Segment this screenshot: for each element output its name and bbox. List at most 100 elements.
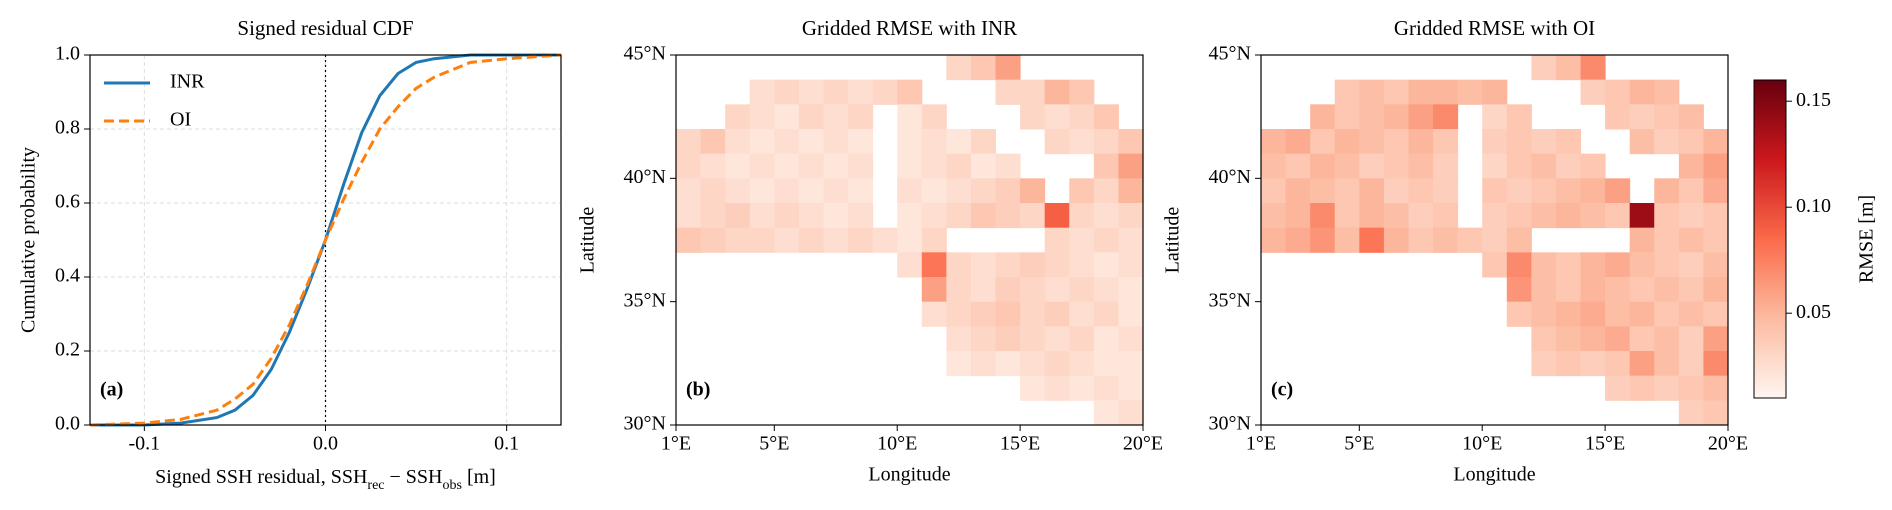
rmse-cell bbox=[1334, 178, 1360, 204]
rmse-cell bbox=[1580, 203, 1606, 229]
y-tick-label: 35°N bbox=[624, 289, 666, 311]
rmse-cell bbox=[1629, 301, 1655, 327]
rmse-cell bbox=[1285, 129, 1311, 155]
rmse-cell bbox=[676, 227, 702, 253]
rmse-cell bbox=[1506, 178, 1532, 204]
rmse-cell bbox=[1285, 203, 1311, 229]
rmse-cell bbox=[1093, 252, 1119, 278]
rmse-cell bbox=[921, 301, 947, 327]
rmse-cell bbox=[1703, 178, 1729, 204]
rmse-cell bbox=[946, 178, 972, 204]
rmse-cell bbox=[1555, 301, 1582, 327]
rmse-cell bbox=[921, 153, 947, 179]
x-axis-label: Signed SSH residual, SSHrec − SSHobs [m] bbox=[155, 466, 496, 493]
rmse-cell bbox=[995, 178, 1021, 204]
rmse-cell bbox=[1359, 79, 1385, 105]
rmse-cell bbox=[823, 178, 849, 204]
rmse-cell bbox=[1605, 178, 1631, 204]
y-tick-label: 30°N bbox=[624, 413, 666, 435]
rmse-cell bbox=[1433, 129, 1459, 155]
legend-label: INR bbox=[170, 71, 205, 93]
rmse-cell bbox=[946, 252, 972, 278]
rmse-cell bbox=[1093, 178, 1119, 204]
rmse-cell bbox=[1118, 129, 1144, 155]
rmse-cell bbox=[1069, 351, 1095, 377]
x-axis-label-part: obs bbox=[442, 478, 461, 493]
rmse-cell bbox=[1118, 301, 1144, 327]
rmse-cell bbox=[1093, 326, 1119, 352]
rmse-cell bbox=[1678, 203, 1704, 229]
rmse-cell bbox=[1580, 55, 1606, 81]
y-tick-label: 0.2 bbox=[55, 339, 80, 361]
rmse-cell bbox=[700, 153, 726, 179]
rmse-cell bbox=[1359, 227, 1385, 253]
rmse-cell bbox=[1531, 351, 1557, 377]
rmse-cell bbox=[1118, 351, 1144, 377]
rmse-cell bbox=[1044, 203, 1070, 229]
rmse-cell bbox=[1334, 79, 1360, 105]
rmse-cell bbox=[1310, 104, 1336, 130]
rmse-cell bbox=[1605, 375, 1631, 401]
rmse-cell bbox=[1629, 375, 1655, 401]
rmse-cell bbox=[1531, 301, 1557, 327]
rmse-cell bbox=[1383, 178, 1409, 204]
cdf-line bbox=[89, 53, 562, 427]
rmse-cell bbox=[1678, 178, 1704, 204]
y-axis-label: Latitude bbox=[1162, 207, 1184, 274]
rmse-cell bbox=[1506, 301, 1532, 327]
rmse-cell bbox=[1678, 153, 1704, 179]
rmse-cell bbox=[1093, 301, 1119, 327]
rmse-cell bbox=[1433, 203, 1459, 229]
rmse-cell bbox=[1703, 351, 1729, 377]
rmse-cell bbox=[1408, 129, 1434, 155]
rmse-cell bbox=[1118, 326, 1144, 352]
rmse-cell bbox=[1261, 153, 1287, 179]
rmse-cell bbox=[1678, 252, 1704, 278]
rmse-cell bbox=[1069, 375, 1095, 401]
rmse-cell bbox=[725, 129, 751, 155]
rmse-cell bbox=[872, 79, 898, 105]
rmse-cell bbox=[848, 227, 874, 253]
rmse-cell bbox=[774, 153, 800, 179]
rmse-cell bbox=[1044, 79, 1070, 105]
rmse-cell bbox=[1020, 277, 1046, 303]
rmse-cell bbox=[1093, 351, 1119, 377]
rmse-cell bbox=[1580, 79, 1606, 105]
rmse-cell bbox=[995, 326, 1021, 352]
rmse-cell bbox=[1703, 301, 1729, 327]
rmse-cell bbox=[1654, 277, 1680, 303]
rmse-cell bbox=[1408, 79, 1434, 105]
x-tick-label: 5°E bbox=[1344, 433, 1374, 455]
rmse-cell bbox=[1482, 227, 1508, 253]
rmse-cell bbox=[897, 129, 923, 155]
colorbar-tick-label: 0.15 bbox=[1796, 89, 1831, 111]
rmse-cell bbox=[1654, 203, 1680, 229]
y-tick-label: 45°N bbox=[1209, 43, 1251, 65]
x-tick-label: 10°E bbox=[877, 433, 917, 455]
y-tick-label: 40°N bbox=[1209, 166, 1251, 188]
rmse-cell bbox=[1359, 178, 1385, 204]
rmse-cell bbox=[700, 203, 726, 229]
rmse-cell bbox=[1506, 129, 1532, 155]
x-tick-label: 15°E bbox=[1585, 433, 1625, 455]
rmse-cell bbox=[1555, 153, 1582, 179]
rmse-cell bbox=[1285, 178, 1311, 204]
rmse-cell bbox=[848, 129, 874, 155]
rmse-cell bbox=[798, 104, 824, 130]
rmse-cell bbox=[921, 104, 947, 130]
rmse-cell bbox=[1044, 252, 1070, 278]
rmse-cell bbox=[1433, 178, 1459, 204]
rmse-cell bbox=[1334, 153, 1360, 179]
rmse-cell bbox=[1629, 351, 1655, 377]
colorbar-tick-label: 0.10 bbox=[1796, 195, 1831, 217]
rmse-cell bbox=[1555, 203, 1582, 229]
rmse-cell bbox=[725, 227, 751, 253]
rmse-cell bbox=[1605, 351, 1631, 377]
rmse-cell bbox=[1093, 203, 1119, 229]
axes-frame bbox=[89, 54, 562, 426]
rmse-cell bbox=[1433, 104, 1459, 130]
rmse-cell bbox=[1020, 351, 1046, 377]
rmse-cell bbox=[1678, 400, 1704, 426]
rmse-cell bbox=[1654, 227, 1680, 253]
rmse-cell bbox=[1629, 129, 1655, 155]
